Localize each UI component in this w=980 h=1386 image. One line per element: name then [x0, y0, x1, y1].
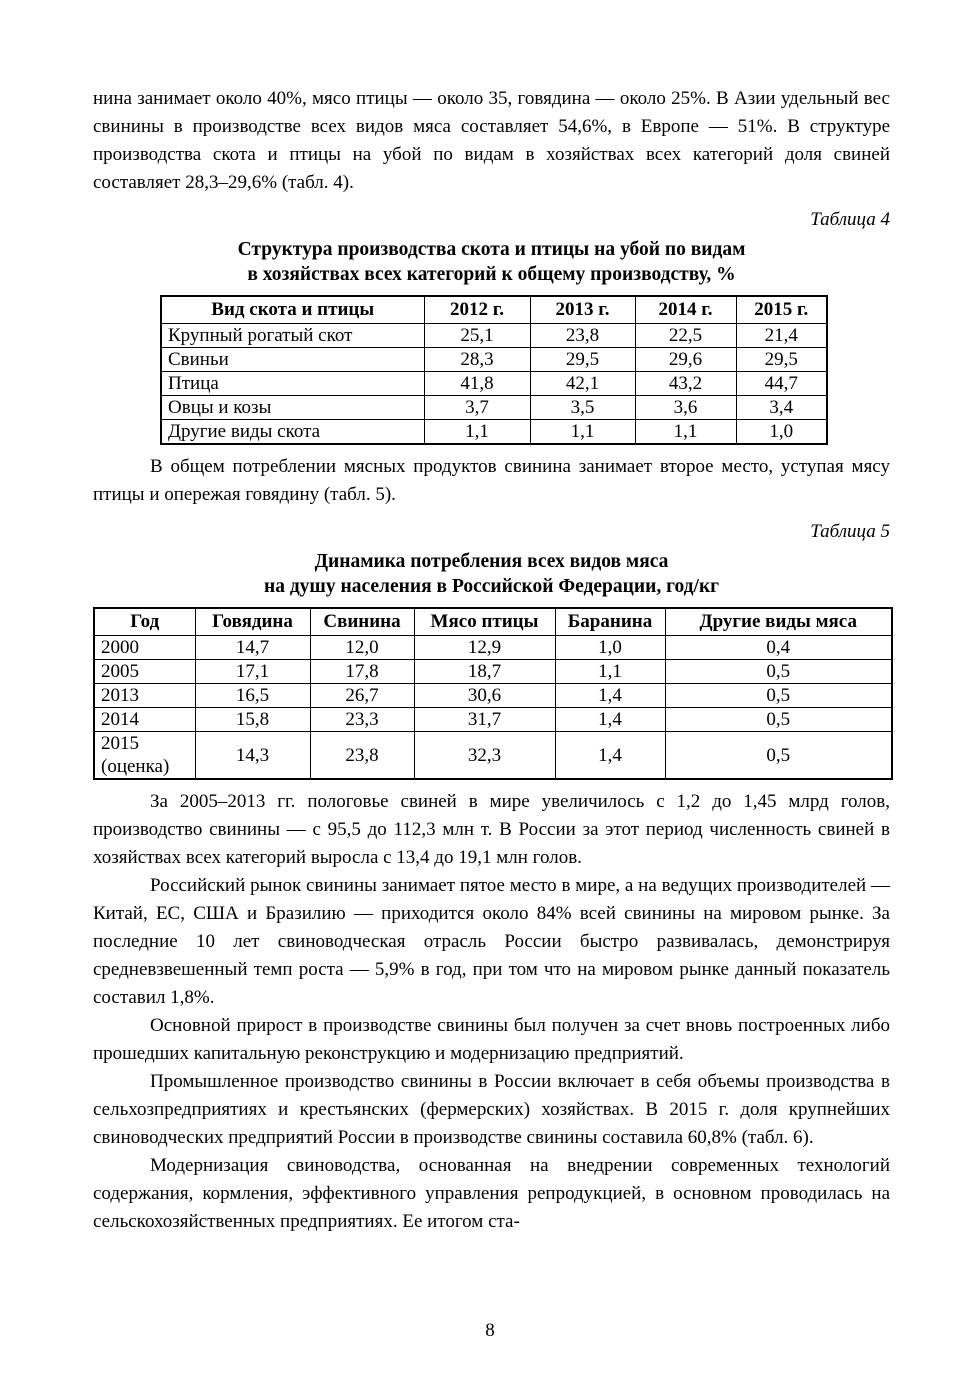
table-row: 2005 17,1 17,8 18,7 1,1 0,5: [93, 659, 893, 684]
table-cell: 15,8: [194, 707, 311, 732]
production-structure-table: Вид скота и птицы 2012 г. 2013 г. 2014 г…: [160, 295, 828, 445]
table-title-line: Структура производства скота и птицы на …: [237, 239, 746, 260]
row-label: 2005: [93, 659, 196, 684]
table-cell: 16,5: [194, 683, 311, 708]
row-label: 2014: [93, 707, 196, 732]
column-header: Мясо птицы: [413, 607, 556, 636]
table-row: Овцы и козы 3,7 3,5 3,6 3,4: [160, 395, 828, 420]
table-cell: 1,0: [735, 419, 828, 445]
meat-consumption-table: Год Говядина Свинина Мясо птицы Баранина…: [93, 607, 893, 780]
table-cell: 31,7: [413, 707, 556, 732]
column-header: Баранина: [554, 607, 666, 636]
table-cell: 3,7: [423, 395, 531, 420]
table-cell: 0,5: [664, 707, 893, 732]
table-cell: 0,5: [664, 683, 893, 708]
body-paragraph: Основной прирост в производстве свинины …: [93, 1015, 890, 1064]
row-label: Другие виды скота: [160, 419, 425, 445]
table-cell: 32,3: [413, 731, 556, 780]
page-number: 8: [485, 1320, 495, 1341]
column-header: 2015 г.: [735, 295, 828, 324]
column-header: 2012 г.: [423, 295, 531, 324]
column-header: Вид скота и птицы: [160, 295, 425, 324]
row-label: 2013: [93, 683, 196, 708]
table-cell: 1,4: [554, 731, 666, 780]
column-header: 2013 г.: [529, 295, 636, 324]
body-paragraph: нина занимает около 40%, мясо птицы — ок…: [93, 88, 890, 193]
column-header: Говядина: [194, 607, 311, 636]
table-row: 2015 (оценка) 14,3 23,8 32,3 1,4 0,5: [93, 731, 893, 780]
table-cell: 14,3: [194, 731, 311, 780]
table-cell: 1,1: [529, 419, 636, 445]
table-cell: 14,7: [194, 635, 311, 660]
column-header: Год: [93, 607, 196, 636]
table-cell: 1,4: [554, 707, 666, 732]
table-row: Крупный рогатый скот 25,1 23,8 22,5 21,4: [160, 323, 828, 348]
table-cell: 43,2: [634, 371, 737, 396]
body-paragraph: В общем потреблении мясных продуктов сви…: [93, 456, 890, 505]
table-cell: 28,3: [423, 347, 531, 372]
table-cell: 21,4: [735, 323, 828, 348]
table-cell: 29,5: [735, 347, 828, 372]
table-cell: 17,1: [194, 659, 311, 684]
column-header: 2014 г.: [634, 295, 737, 324]
table-cell: 1,1: [554, 659, 666, 684]
table-cell: 1,4: [554, 683, 666, 708]
table-cell: 41,8: [423, 371, 531, 396]
table-cell: 23,8: [529, 323, 636, 348]
table-cell: 12,0: [309, 635, 415, 660]
table-cell: 42,1: [529, 371, 636, 396]
table-cell: 22,5: [634, 323, 737, 348]
row-label: Крупный рогатый скот: [160, 323, 425, 348]
table-title: Динамика потребления всех видов мяса на …: [93, 549, 890, 599]
body-paragraph: За 2005–2013 гг. пологовье свиней в мире…: [93, 791, 890, 868]
column-header: Другие виды мяса: [664, 607, 893, 636]
table-title: Структура производства скота и птицы на …: [93, 237, 890, 287]
table-cell: 26,7: [309, 683, 415, 708]
table-cell: 25,1: [423, 323, 531, 348]
table-cell: 3,5: [529, 395, 636, 420]
table-header-row: Год Говядина Свинина Мясо птицы Баранина…: [93, 607, 893, 636]
table-row: Другие виды скота 1,1 1,1 1,1 1,0: [160, 419, 828, 445]
table-cell: 17,8: [309, 659, 415, 684]
table-caption: Таблица 4: [810, 209, 890, 230]
table-cell: 1,0: [554, 635, 666, 660]
body-paragraph: Промышленное производство свинины в Росс…: [93, 1071, 890, 1148]
table-header-row: Вид скота и птицы 2012 г. 2013 г. 2014 г…: [160, 295, 828, 324]
table-cell: 0,4: [664, 635, 893, 660]
table-cell: 18,7: [413, 659, 556, 684]
table-title-line: на душу населения в Российской Федерации…: [263, 576, 720, 597]
table-cell: 23,3: [309, 707, 415, 732]
column-header: Свинина: [309, 607, 415, 636]
row-label: Овцы и козы: [160, 395, 425, 420]
row-label: 2000: [93, 635, 196, 660]
row-label: Свиньи: [160, 347, 425, 372]
table-title-line: в хозяйствах всех категорий к общему про…: [247, 264, 736, 285]
table-cell: 29,5: [529, 347, 636, 372]
row-label: Птица: [160, 371, 425, 396]
body-paragraph: Модернизация свиноводства, основанная на…: [93, 1155, 890, 1232]
table-title-line: Динамика потребления всех видов мяса: [314, 551, 669, 572]
table-row: 2000 14,7 12,0 12,9 1,0 0,4: [93, 635, 893, 660]
table-row: Птица 41,8 42,1 43,2 44,7: [160, 371, 828, 396]
table-cell: 44,7: [735, 371, 828, 396]
table-row: Свиньи 28,3 29,5 29,6 29,5: [160, 347, 828, 372]
table-cell: 0,5: [664, 659, 893, 684]
table-cell: 3,6: [634, 395, 737, 420]
body-paragraph: Российский рынок свинины занимает пятое …: [93, 875, 890, 1008]
table-row: 2014 15,8 23,3 31,7 1,4 0,5: [93, 707, 893, 732]
table-cell: 30,6: [413, 683, 556, 708]
table-caption: Таблица 5: [810, 521, 890, 542]
table-cell: 29,6: [634, 347, 737, 372]
table-cell: 23,8: [309, 731, 415, 780]
table-cell: 12,9: [413, 635, 556, 660]
row-label: 2015 (оценка): [93, 731, 196, 780]
table-cell: 3,4: [735, 395, 828, 420]
table-row: 2013 16,5 26,7 30,6 1,4 0,5: [93, 683, 893, 708]
table-cell: 0,5: [664, 731, 893, 780]
table-cell: 1,1: [423, 419, 531, 445]
table-cell: 1,1: [634, 419, 737, 445]
